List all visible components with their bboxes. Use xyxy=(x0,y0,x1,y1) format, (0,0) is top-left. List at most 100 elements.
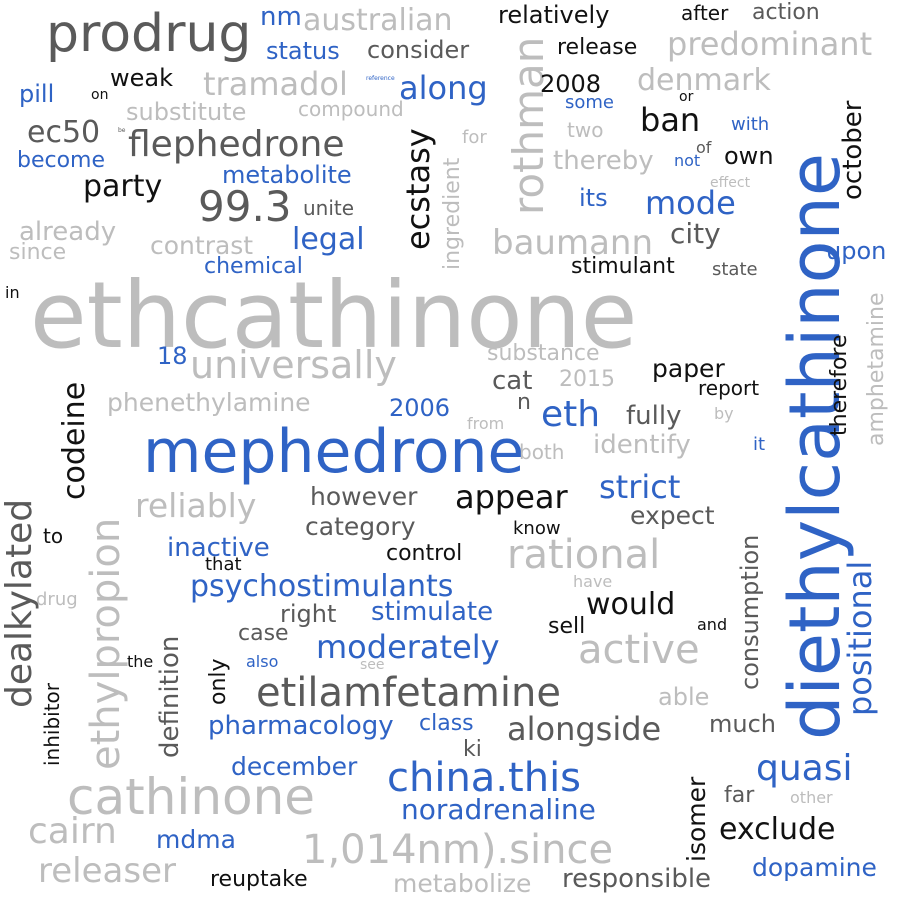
word: report xyxy=(698,376,760,400)
word: ecstasy xyxy=(399,128,437,250)
word: right xyxy=(280,600,337,628)
word: inhibitor xyxy=(40,682,64,766)
word: substance xyxy=(487,341,600,366)
word: 2015 xyxy=(559,367,615,392)
word: amphetamine xyxy=(864,292,889,446)
word: of xyxy=(696,138,712,157)
word: with xyxy=(731,114,770,135)
word: 1,014nm).since xyxy=(302,827,614,873)
word: ban xyxy=(640,101,701,139)
word: to xyxy=(43,524,64,548)
word: metabolite xyxy=(222,161,352,189)
word: expect xyxy=(630,501,715,530)
word: tramadol xyxy=(203,65,348,103)
word: appear xyxy=(455,478,568,516)
word: eth xyxy=(541,394,601,435)
word: would xyxy=(586,587,676,622)
word: dealkylated xyxy=(0,498,40,708)
word: other xyxy=(790,788,833,807)
word: exclude xyxy=(719,812,836,847)
word: status xyxy=(266,37,340,65)
word: fully xyxy=(626,401,682,431)
word: far xyxy=(724,783,755,808)
word: be xyxy=(118,127,126,134)
word: definition xyxy=(155,635,185,758)
word: identify xyxy=(593,430,691,460)
word: by xyxy=(714,404,734,423)
word: both xyxy=(519,440,565,464)
word: not xyxy=(674,151,701,170)
word: party xyxy=(83,169,163,204)
word: substitute xyxy=(126,98,247,126)
word: mode xyxy=(645,184,736,222)
word: own xyxy=(724,142,774,170)
word: quasi xyxy=(756,748,853,789)
word: relatively xyxy=(498,1,610,29)
word: class xyxy=(419,711,474,736)
word: upon xyxy=(826,237,887,265)
word: psychostimulants xyxy=(190,569,454,604)
word: australian xyxy=(303,3,453,38)
word: thereby xyxy=(553,146,654,176)
word: effect xyxy=(710,175,751,191)
word: much xyxy=(709,710,776,738)
word: 18 xyxy=(157,342,188,370)
word: universally xyxy=(190,343,397,387)
word: pill xyxy=(19,80,55,108)
word: weak xyxy=(110,64,173,92)
word: and xyxy=(697,615,728,634)
word: 2008 xyxy=(540,70,602,98)
word: responsible xyxy=(562,864,712,894)
word: the xyxy=(127,652,154,671)
word: paper xyxy=(652,354,725,383)
word: rational xyxy=(507,532,661,578)
word: two xyxy=(567,118,604,142)
word: predominant xyxy=(667,25,873,63)
word: after xyxy=(681,1,729,25)
word: its xyxy=(579,184,608,212)
word: ethylpropion xyxy=(83,517,129,770)
word: stimulant xyxy=(571,254,675,279)
word: reuptake xyxy=(210,867,308,892)
word: action xyxy=(752,0,820,25)
word: some xyxy=(565,92,614,113)
word: also xyxy=(246,652,279,671)
word: moderately xyxy=(316,628,500,666)
word: dopamine xyxy=(752,853,877,882)
word: noradrenaline xyxy=(401,793,596,826)
word: inactive xyxy=(167,533,270,563)
word: contrast xyxy=(150,231,254,260)
word: able xyxy=(658,683,710,711)
word: that xyxy=(205,554,242,575)
word: compound xyxy=(298,97,404,121)
word: state xyxy=(712,259,758,280)
word: 2006 xyxy=(389,394,451,422)
word: already xyxy=(19,217,117,247)
word: consider xyxy=(367,36,470,64)
word: legal xyxy=(292,222,365,257)
word: know xyxy=(513,518,561,539)
word: prodrug xyxy=(46,4,252,64)
word: sell xyxy=(548,614,586,639)
word: for xyxy=(462,127,487,148)
word: ki xyxy=(463,737,482,762)
word: isomer xyxy=(682,776,711,862)
word: unite xyxy=(303,196,355,220)
word: releaser xyxy=(38,851,176,891)
word: positional xyxy=(841,560,879,716)
word: however xyxy=(310,482,418,511)
word: alongside xyxy=(507,710,662,748)
word: december xyxy=(231,752,358,781)
word: from xyxy=(467,414,505,433)
word: cathinone xyxy=(67,768,316,826)
word: nm xyxy=(260,2,302,32)
word: in xyxy=(5,283,20,302)
word: mephedrone xyxy=(143,417,525,487)
word: ingredient xyxy=(440,157,465,270)
word: 99.3 xyxy=(198,182,292,231)
word: city xyxy=(670,217,721,250)
word: reliably xyxy=(135,486,257,525)
word: become xyxy=(17,148,106,173)
word: see xyxy=(360,657,385,673)
